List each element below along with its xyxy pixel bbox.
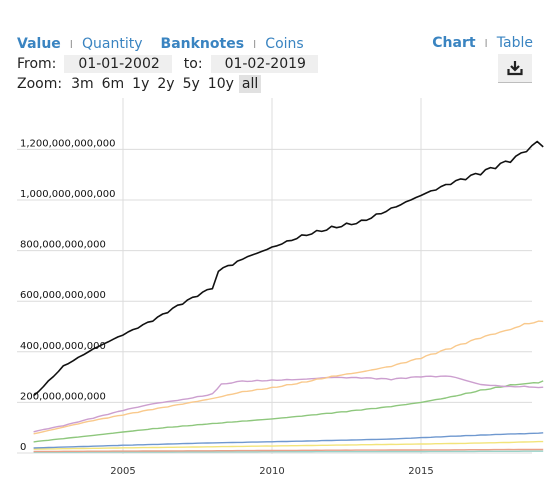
series-line — [33, 375, 544, 433]
view-toggle: Chart I Table — [432, 35, 533, 51]
zoom-controls: Zoom: 3m 6m 1y 2y 5y 10y all — [17, 74, 262, 94]
x-tick-label: 2015 — [408, 466, 433, 477]
tab-quantity[interactable]: Quantity — [82, 36, 143, 52]
from-label: From: — [17, 56, 57, 72]
zoom-6m-button[interactable]: 6m — [101, 76, 125, 92]
y-tick-label: 400,000,000,000 — [20, 341, 106, 352]
y-tick-label: 800,000,000,000 — [20, 240, 106, 251]
y-axis-ticks: 0 200,000,000,000 400,000,000,000 600,000,0… — [20, 138, 115, 453]
zoom-label: Zoom: — [17, 76, 63, 92]
zoom-2y-button[interactable]: 2y — [157, 76, 175, 92]
zoom-5y-button[interactable]: 5y — [182, 76, 200, 92]
series-line — [33, 320, 544, 435]
x-tick-label: 2010 — [259, 466, 284, 477]
y-tick-label: 0 — [20, 442, 26, 453]
download-icon — [507, 61, 523, 76]
tab-separator: I — [484, 36, 488, 50]
zoom-1y-button[interactable]: 1y — [132, 76, 150, 92]
series-line — [33, 140, 544, 397]
series-line — [33, 450, 544, 453]
tab-chart[interactable]: Chart — [432, 35, 476, 51]
date-range: From: 01-01-2002 to: 01-02-2019 — [17, 54, 330, 74]
to-label: to: — [183, 56, 203, 72]
tab-banknotes[interactable]: Banknotes — [160, 36, 245, 52]
line-chart: 0 200,000,000,000 400,000,000,000 600,000,0… — [17, 98, 544, 477]
y-tick-label: 1,200,000,000,000 — [20, 138, 115, 149]
tab-separator: I — [253, 37, 257, 51]
to-date-input[interactable]: 01-02-2019 — [210, 55, 318, 73]
x-tick-label: 2005 — [110, 466, 135, 477]
series-line — [33, 448, 544, 453]
chart-series — [33, 140, 544, 453]
zoom-3m-button[interactable]: 3m — [71, 76, 94, 92]
from-date-input[interactable]: 01-01-2002 — [64, 55, 172, 73]
grid-lines — [17, 98, 532, 454]
y-tick-label: 600,000,000,000 — [20, 290, 106, 301]
tab-value[interactable]: Value — [17, 36, 61, 52]
y-tick-label: 1,000,000,000,000 — [20, 189, 115, 200]
series-line — [33, 440, 544, 450]
series-line — [33, 432, 544, 449]
download-button[interactable] — [498, 54, 532, 83]
tab-coins[interactable]: Coins — [265, 36, 304, 52]
y-tick-label: 200,000,000,000 — [20, 391, 106, 402]
tab-separator: I — [69, 37, 74, 51]
series-line — [33, 380, 544, 443]
tab-table[interactable]: Table — [496, 35, 533, 51]
zoom-all-button[interactable]: all — [238, 75, 262, 93]
zoom-10y-button[interactable]: 10y — [207, 76, 234, 92]
x-axis-ticks: 2005 2010 2015 — [110, 466, 433, 477]
data-type-tabs: Value I Quantity Banknotes I Coins — [17, 35, 304, 53]
